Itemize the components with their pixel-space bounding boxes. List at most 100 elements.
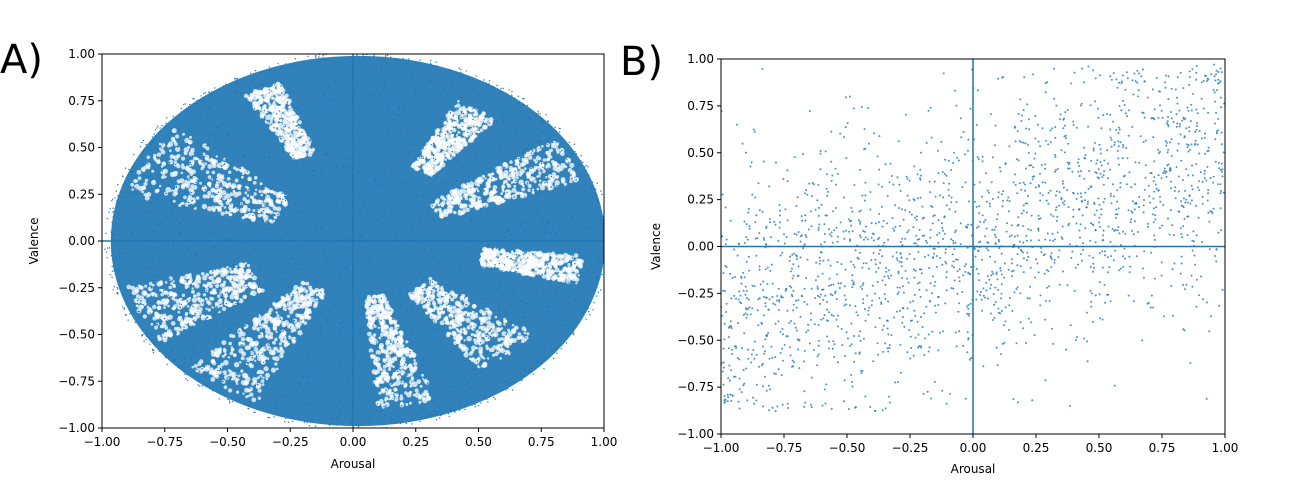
scatter-gap bbox=[293, 295, 299, 302]
scatter-point bbox=[204, 376, 206, 378]
scatter-gap bbox=[260, 379, 265, 384]
scatter-point bbox=[576, 320, 579, 323]
scatter-point bbox=[392, 110, 394, 112]
scatter-point bbox=[489, 375, 491, 377]
scatter-gap bbox=[251, 397, 257, 403]
scatter-point bbox=[326, 133, 329, 136]
scatter-point bbox=[313, 170, 316, 172]
scatter-point bbox=[170, 306, 172, 308]
scatter-gap bbox=[152, 304, 157, 310]
scatter-gap bbox=[297, 330, 303, 336]
scatter-gap bbox=[218, 347, 223, 352]
scatter-gap bbox=[567, 263, 571, 267]
scatter-gap bbox=[460, 114, 464, 118]
scatter-point bbox=[555, 257, 558, 259]
scatter-point bbox=[551, 268, 553, 270]
scatter-point bbox=[515, 254, 518, 256]
scatter-point bbox=[284, 124, 286, 126]
scatter-point bbox=[529, 349, 532, 352]
scatter-gap bbox=[145, 293, 150, 298]
scatter-point bbox=[591, 196, 594, 198]
scatter-point bbox=[457, 109, 459, 111]
scatter-point bbox=[596, 256, 598, 258]
scatter-point bbox=[522, 157, 525, 159]
scatter-gap bbox=[464, 196, 469, 201]
scatter-point bbox=[277, 213, 279, 215]
scatter-gap bbox=[290, 149, 296, 154]
scatter-point bbox=[293, 202, 296, 204]
scatter-gap bbox=[372, 341, 377, 346]
scatter-gap bbox=[218, 298, 223, 302]
scatter-point bbox=[372, 325, 374, 327]
scatter-gap bbox=[458, 304, 464, 310]
scatter-point bbox=[151, 230, 154, 233]
scatter-point bbox=[189, 360, 192, 363]
scatter-point bbox=[318, 82, 320, 85]
scatter-point bbox=[204, 248, 206, 251]
scatter-point bbox=[289, 329, 291, 331]
scatter-point bbox=[319, 84, 321, 87]
scatter-gap bbox=[170, 282, 174, 286]
scatter-point bbox=[216, 366, 218, 368]
scatter-point bbox=[247, 198, 249, 200]
scatter-point bbox=[496, 379, 498, 381]
scatter-point bbox=[385, 127, 387, 130]
scatter-gap bbox=[299, 153, 302, 157]
scatter-gap bbox=[217, 208, 220, 211]
scatter-point bbox=[439, 133, 441, 136]
scatter-point bbox=[297, 259, 299, 261]
scatter-point bbox=[357, 259, 359, 261]
scatter-gap bbox=[275, 105, 279, 109]
scatter-gap bbox=[444, 316, 448, 320]
scatter-gap bbox=[250, 283, 256, 290]
scatter-gap bbox=[274, 337, 278, 342]
scatter-point bbox=[231, 329, 233, 331]
scatter-point bbox=[400, 72, 402, 75]
scatter-gap bbox=[228, 182, 232, 186]
scatter-point bbox=[264, 156, 266, 158]
scatter-gap bbox=[427, 286, 433, 292]
scatter-point bbox=[429, 80, 431, 82]
scatter-gap bbox=[383, 315, 388, 320]
scatter-point bbox=[273, 195, 275, 198]
scatter-gap bbox=[273, 211, 277, 215]
scatter-point bbox=[335, 193, 338, 195]
scatter-gap bbox=[237, 186, 242, 191]
scatter-point bbox=[543, 344, 545, 347]
scatter-point bbox=[228, 227, 230, 229]
scatter-point bbox=[235, 91, 238, 93]
scatter-gap bbox=[288, 323, 295, 329]
scatter-point bbox=[367, 211, 369, 214]
scatter-point bbox=[337, 263, 339, 266]
scatter-gap bbox=[224, 295, 228, 299]
scatter-point bbox=[236, 303, 238, 305]
scatter-point bbox=[408, 152, 411, 155]
scatter-gap bbox=[133, 298, 139, 303]
scatter-gap bbox=[235, 265, 238, 268]
scatter-point bbox=[472, 397, 475, 400]
scatter-gap bbox=[571, 273, 577, 279]
scatter-gap bbox=[291, 339, 296, 344]
scatter-gap bbox=[539, 185, 546, 191]
scatter-gap bbox=[183, 147, 189, 153]
scatter-point bbox=[244, 203, 246, 205]
scatter-point bbox=[504, 201, 506, 203]
scatter-gap bbox=[430, 136, 435, 141]
scatter-gap bbox=[390, 384, 394, 388]
scatter-gap bbox=[394, 388, 398, 392]
scatter-gap bbox=[252, 209, 256, 212]
scatter-gap bbox=[560, 177, 566, 182]
scatter-point bbox=[336, 352, 338, 354]
scatter-point bbox=[440, 125, 442, 127]
scatter-point bbox=[271, 90, 273, 92]
scatter-point bbox=[403, 401, 405, 403]
scatter-gap bbox=[549, 269, 555, 274]
scatter-point bbox=[536, 141, 538, 143]
scatter-gap bbox=[223, 280, 227, 284]
scatter-gap bbox=[473, 334, 477, 338]
scatter-gap bbox=[512, 179, 518, 184]
scatter-point bbox=[295, 202, 297, 204]
scatter-gap bbox=[272, 100, 276, 104]
scatter-point bbox=[521, 237, 523, 240]
scatter-gap bbox=[184, 285, 188, 290]
